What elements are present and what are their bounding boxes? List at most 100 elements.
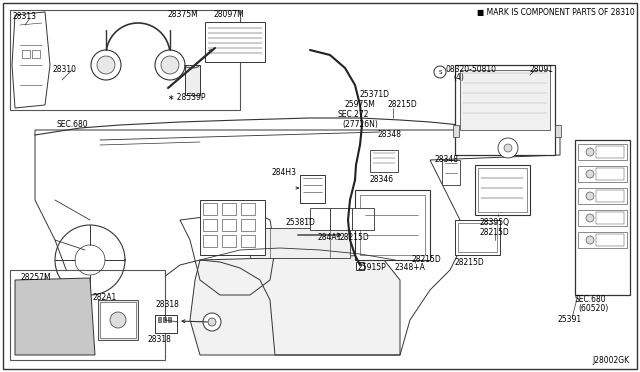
Bar	[578, 210, 627, 226]
Text: 28215D: 28215D	[388, 100, 418, 109]
Circle shape	[586, 148, 594, 156]
Circle shape	[155, 50, 185, 80]
Text: 25915P: 25915P	[358, 263, 387, 272]
Text: 28395Q: 28395Q	[480, 218, 510, 227]
Bar	[475, 165, 530, 215]
Text: ∗ 28539P: ∗ 28539P	[168, 93, 205, 102]
Bar	[185, 65, 200, 95]
Circle shape	[586, 170, 594, 178]
Circle shape	[208, 318, 216, 326]
Circle shape	[498, 138, 518, 158]
Text: 28215D: 28215D	[412, 255, 442, 264]
Bar	[596, 168, 624, 180]
Circle shape	[110, 312, 126, 328]
Bar	[455, 220, 500, 255]
Bar	[596, 190, 624, 202]
Circle shape	[586, 192, 594, 200]
Text: 2348+A: 2348+A	[395, 263, 426, 272]
Circle shape	[91, 50, 121, 80]
Bar	[205, 22, 265, 62]
Circle shape	[586, 214, 594, 222]
Text: 28346: 28346	[370, 175, 394, 184]
Circle shape	[203, 313, 221, 331]
Text: 28215D: 28215D	[480, 228, 509, 237]
Bar	[32, 50, 40, 58]
Bar	[22, 50, 30, 58]
Bar	[222, 235, 236, 247]
Text: 08320-50810: 08320-50810	[446, 65, 497, 74]
Bar	[355, 190, 430, 260]
Bar	[203, 235, 217, 247]
Text: (60520): (60520)	[578, 304, 608, 313]
Text: S: S	[438, 70, 442, 74]
Text: 28375M: 28375M	[167, 10, 198, 19]
Text: 28348: 28348	[378, 130, 402, 139]
Bar	[241, 203, 255, 215]
Text: 28257M: 28257M	[20, 273, 51, 282]
Bar	[250, 228, 350, 258]
Circle shape	[97, 56, 115, 74]
Bar	[555, 125, 561, 137]
Bar	[575, 140, 630, 295]
Text: 284H3: 284H3	[272, 168, 297, 177]
Bar	[20, 321, 44, 330]
Text: (4): (4)	[453, 73, 464, 82]
Text: 28348: 28348	[435, 155, 459, 164]
Bar	[596, 146, 624, 158]
Bar	[578, 144, 627, 160]
Circle shape	[504, 144, 512, 152]
Bar	[50, 309, 74, 318]
Bar	[200, 200, 265, 255]
Bar	[20, 297, 44, 306]
Bar	[10, 270, 165, 360]
Circle shape	[434, 66, 446, 78]
Bar	[330, 208, 352, 230]
Circle shape	[586, 236, 594, 244]
Bar	[100, 302, 136, 338]
Bar	[50, 285, 74, 294]
Circle shape	[161, 56, 179, 74]
Bar	[50, 333, 74, 342]
Bar	[222, 219, 236, 231]
Text: 28310: 28310	[52, 65, 76, 74]
Text: 25381D: 25381D	[286, 218, 316, 227]
Polygon shape	[190, 255, 400, 355]
Bar	[458, 223, 497, 252]
Bar	[222, 203, 236, 215]
Bar	[203, 219, 217, 231]
Text: 28097M: 28097M	[214, 10, 244, 19]
Text: J28002GK: J28002GK	[593, 356, 630, 365]
Text: 28215D: 28215D	[340, 233, 370, 242]
Bar	[596, 212, 624, 224]
Text: 28318: 28318	[148, 335, 172, 344]
Bar	[163, 317, 166, 322]
Bar	[356, 262, 364, 270]
Text: 284A1: 284A1	[318, 233, 342, 242]
Text: (27726N): (27726N)	[342, 120, 378, 129]
Bar	[455, 65, 555, 155]
Bar	[300, 175, 325, 203]
Text: 28215D: 28215D	[455, 258, 484, 267]
Bar	[50, 297, 74, 306]
Bar	[50, 321, 74, 330]
Bar	[370, 150, 398, 172]
Text: SEC.680: SEC.680	[575, 295, 607, 304]
Bar	[20, 285, 44, 294]
Text: ■ MARK IS COMPONENT PARTS OF 28310: ■ MARK IS COMPONENT PARTS OF 28310	[477, 8, 635, 17]
Bar	[596, 234, 624, 246]
Bar	[241, 235, 255, 247]
Text: SEC.272: SEC.272	[338, 110, 369, 119]
Text: 25975M: 25975M	[345, 100, 376, 109]
Text: 25371D: 25371D	[360, 90, 390, 99]
Text: 25391: 25391	[558, 315, 582, 324]
Text: 28091: 28091	[530, 65, 554, 74]
Bar	[460, 70, 550, 130]
Text: 28318: 28318	[155, 300, 179, 309]
Bar	[453, 125, 459, 137]
Bar	[352, 208, 374, 230]
Bar	[442, 160, 460, 185]
Text: 28313: 28313	[12, 12, 36, 21]
Bar	[10, 10, 240, 110]
Bar	[158, 317, 161, 322]
Bar	[578, 166, 627, 182]
